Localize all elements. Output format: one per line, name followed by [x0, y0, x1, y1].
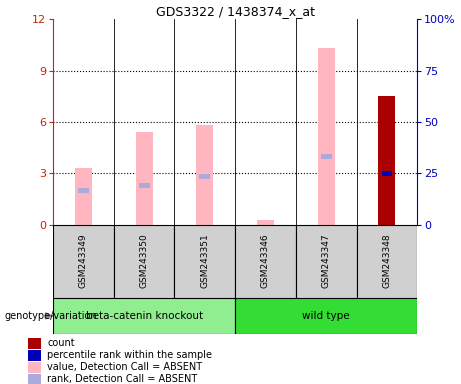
Text: GSM243346: GSM243346	[261, 234, 270, 288]
Bar	[382, 171, 392, 176]
Bar	[28, 362, 41, 372]
Text: GSM243351: GSM243351	[200, 234, 209, 288]
Text: GSM243350: GSM243350	[140, 234, 148, 288]
Text: percentile rank within the sample: percentile rank within the sample	[47, 350, 213, 360]
Bar	[356, 225, 417, 298]
Text: GSM243349: GSM243349	[79, 234, 88, 288]
Bar	[78, 188, 89, 193]
Bar	[136, 132, 153, 225]
Text: GSM243348: GSM243348	[382, 234, 391, 288]
Text: genotype/variation: genotype/variation	[5, 311, 97, 321]
Text: wild type: wild type	[302, 311, 350, 321]
Text: count: count	[47, 338, 75, 348]
Bar	[318, 48, 335, 225]
Bar	[139, 183, 149, 188]
Text: beta-catenin knockout: beta-catenin knockout	[85, 311, 203, 321]
Bar	[28, 349, 41, 361]
Text: rank, Detection Call = ABSENT: rank, Detection Call = ABSENT	[47, 374, 198, 384]
Bar	[53, 298, 235, 334]
Bar	[257, 220, 274, 225]
Bar	[28, 374, 41, 384]
Text: value, Detection Call = ABSENT: value, Detection Call = ABSENT	[47, 362, 202, 372]
Bar	[199, 174, 210, 179]
Bar	[235, 225, 296, 298]
Bar	[174, 225, 235, 298]
Bar	[296, 225, 356, 298]
Bar	[378, 96, 396, 225]
Bar	[235, 298, 417, 334]
Bar	[114, 225, 174, 298]
Title: GDS3322 / 1438374_x_at: GDS3322 / 1438374_x_at	[156, 5, 314, 18]
Bar	[196, 125, 213, 225]
Bar	[75, 168, 92, 225]
Text: GSM243347: GSM243347	[322, 234, 331, 288]
Bar	[321, 154, 331, 159]
Bar	[28, 338, 41, 349]
Bar	[53, 225, 114, 298]
